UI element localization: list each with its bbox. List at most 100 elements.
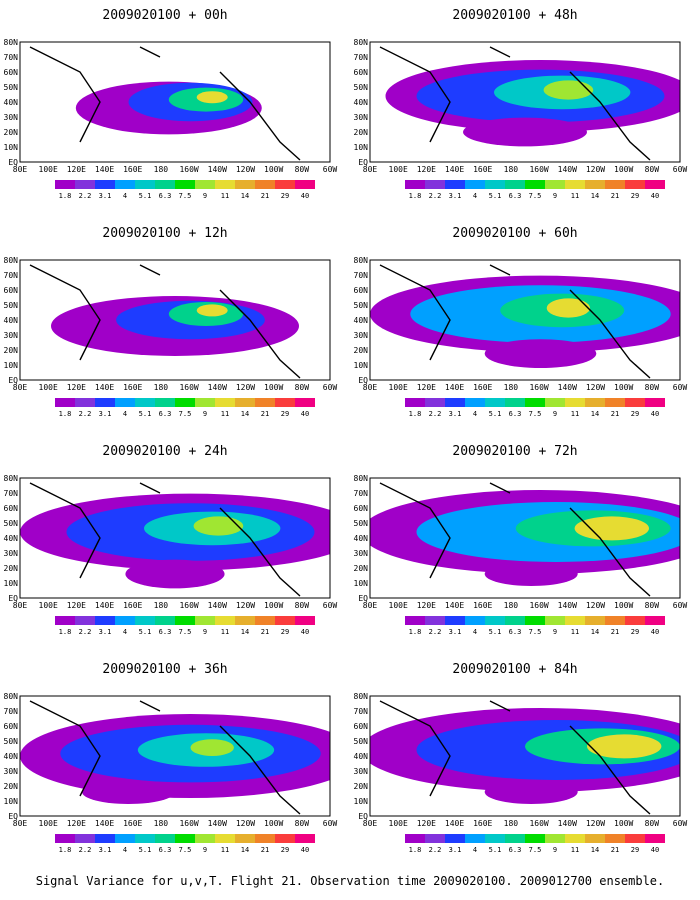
colorbar-swatch	[625, 180, 645, 189]
plot-frame	[19, 477, 331, 599]
colorbar-label: 2.2	[79, 192, 92, 200]
colorbar-swatch	[195, 616, 215, 625]
colorbar-label: 6.3	[509, 628, 522, 636]
colorbar-label: 40	[651, 192, 659, 200]
colorbar-label: 6.3	[159, 628, 172, 636]
colorbar-swatch	[545, 398, 565, 407]
colorbar-swatch	[275, 834, 295, 843]
colorbar-swatch	[255, 834, 275, 843]
colorbar-label: 9	[553, 192, 557, 200]
colorbar-swatch	[155, 834, 175, 843]
colorbar-swatch	[625, 398, 645, 407]
colorbar-swatch	[565, 180, 585, 189]
plot-frame	[19, 259, 331, 381]
colorbar-label: 21	[611, 846, 619, 854]
colorbar-swatch	[275, 398, 295, 407]
lat-tick-label: 20N	[4, 128, 19, 137]
colorbar-swatch	[485, 834, 505, 843]
lon-tick-label: 180	[504, 601, 519, 610]
colorbar-label: 11	[571, 192, 579, 200]
lon-tick-label: 100E	[39, 819, 58, 828]
colorbar-label: 9	[203, 846, 207, 854]
lat-tick-label: 50N	[4, 83, 19, 92]
colorbar-label: 3.1	[449, 192, 462, 200]
variance-region	[546, 298, 591, 318]
colorbar-swatch	[525, 180, 545, 189]
lon-tick-label: 120W	[236, 165, 255, 174]
colorbar-label: 4	[473, 192, 477, 200]
colorbar-label: 40	[301, 628, 309, 636]
lat-tick-label: 30N	[4, 767, 19, 776]
lat-tick-label: 40N	[354, 98, 369, 107]
lon-tick-label: 140E	[95, 601, 114, 610]
lon-tick-label: 160E	[473, 165, 492, 174]
colorbar-swatch	[525, 834, 545, 843]
lat-tick-label: 10N	[4, 579, 19, 588]
lon-tick-label: 180	[154, 165, 169, 174]
lon-tick-label: 100W	[264, 165, 283, 174]
colorbar-swatch	[295, 180, 315, 189]
colorbar-label: 40	[651, 846, 659, 854]
colorbar-label: 5.1	[489, 628, 502, 636]
colorbar-swatch	[75, 398, 95, 407]
colorbar-swatch	[465, 834, 485, 843]
colorbar-swatch	[545, 180, 565, 189]
colorbar-label: 5.1	[489, 846, 502, 854]
colorbar-label: 9	[203, 628, 207, 636]
colorbar-label: 3.1	[99, 410, 112, 418]
colorbar-swatch	[135, 616, 155, 625]
colorbar-label: 9	[553, 846, 557, 854]
coastline	[29, 700, 301, 815]
lon-tick-label: 120E	[417, 601, 436, 610]
colorbar-label: 6.3	[509, 192, 522, 200]
colorbar-swatch	[295, 834, 315, 843]
colorbar-swatch	[605, 834, 625, 843]
colorbar-label: 29	[631, 192, 639, 200]
colorbar-swatch	[425, 616, 445, 625]
colorbar-label: 14	[591, 410, 599, 418]
lon-tick-label: 120E	[417, 165, 436, 174]
variance-region	[196, 91, 228, 104]
lat-tick-label: 10N	[4, 361, 19, 370]
lon-tick-label: 120W	[236, 819, 255, 828]
colorbar-swatch	[175, 398, 195, 407]
lat-tick-label: 40N	[354, 534, 369, 543]
colorbar-label: 2.2	[429, 192, 442, 200]
colorbar-label: 7.5	[179, 846, 192, 854]
lon-tick-label: 80W	[645, 165, 660, 174]
lon-tick-label: 120W	[236, 383, 255, 392]
lat-tick-label: 70N	[354, 707, 369, 716]
colorbar-label: 4	[123, 628, 127, 636]
lat-tick-label: 50N	[4, 737, 19, 746]
colorbar-label: 4	[473, 628, 477, 636]
lon-tick-label: 120E	[417, 383, 436, 392]
colorbar-swatch	[275, 616, 295, 625]
lat-tick-label: EQ	[358, 594, 368, 603]
lon-tick-label: 100W	[614, 383, 633, 392]
colorbar-swatch	[135, 834, 155, 843]
lon-tick-label: 60W	[323, 165, 338, 174]
colorbar-label: 40	[301, 192, 309, 200]
lat-tick-label: 30N	[354, 331, 369, 340]
lon-tick-label: 120W	[586, 819, 605, 828]
colorbar-label: 1.8	[409, 192, 422, 200]
panel-72h: 2009020100 + 72h 80N 70N 60N 50N 40N 30N 20N 10…	[350, 436, 690, 654]
lat-tick-label: 20N	[354, 128, 369, 137]
lon-tick-label: 60W	[323, 819, 338, 828]
lon-tick-label: 80E	[363, 819, 378, 828]
lat-tick-label: 30N	[4, 113, 19, 122]
colorbar-swatch	[55, 398, 75, 407]
lat-tick-label: EQ	[358, 376, 368, 385]
colorbar-swatch	[645, 398, 665, 407]
colorbar-swatch	[605, 616, 625, 625]
lon-tick-label: 120E	[67, 819, 86, 828]
colorbar-label: 1.8	[59, 192, 72, 200]
colorbar-swatch	[465, 180, 485, 189]
colorbar-swatch	[115, 180, 135, 189]
lat-tick-label: 40N	[4, 98, 19, 107]
colorbar-label: 21	[611, 192, 619, 200]
lon-tick-label: 140W	[558, 165, 577, 174]
colorbar-label: 11	[571, 628, 579, 636]
